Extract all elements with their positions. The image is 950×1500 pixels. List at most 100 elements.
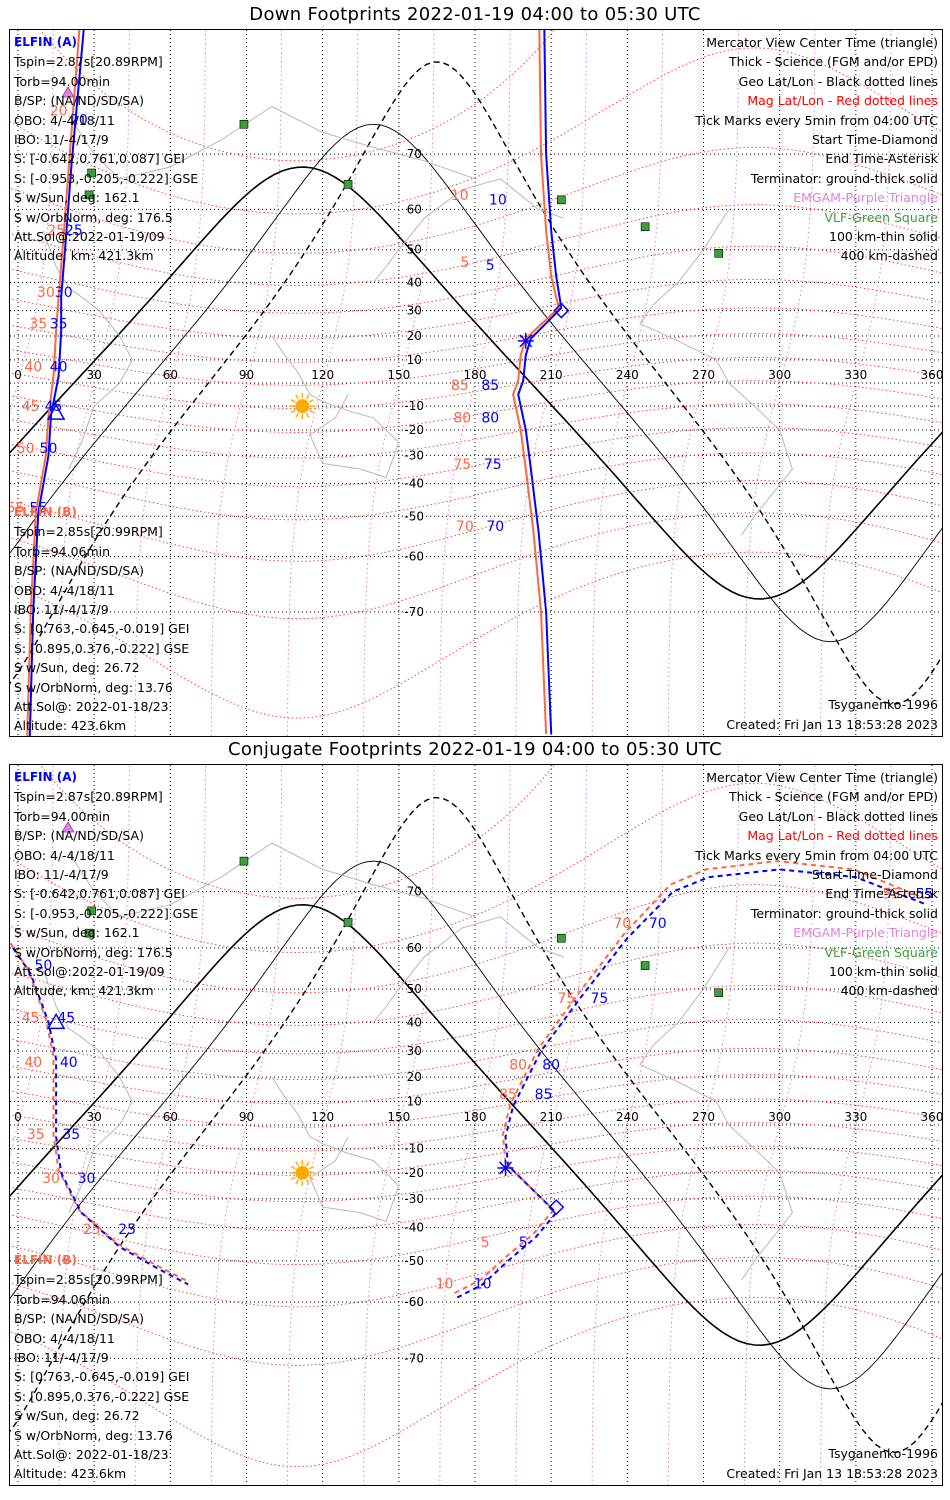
geo-grid [10,765,942,1485]
legend-item: Start Time-Diamond [811,132,938,148]
elfin-a-line: Att.Sol@:2022-01-19/09 [14,964,165,980]
mag-parallel [10,512,942,620]
lon-tick-label: 90 [239,368,254,382]
legend-item: Mercator View Center Time (triangle) [706,770,938,785]
elfin-a-line: S w/Sun, deg: 162.1 [14,925,140,941]
elfin-a-tick-label: 50 [34,958,52,974]
elfin-a-tick-label: 5 [519,1235,528,1251]
elfin-a-line: B/SP: (NA/ND/SD/SA) [14,828,144,844]
sun-ray [305,412,310,418]
elfin-b-line: Tspin=2.85s[20.99RPM] [14,524,163,540]
lon-tick-label: 330 [844,1110,867,1124]
elfin-a-name: ELFIN (A) [14,35,77,49]
sun-ray [295,394,299,400]
lat-tick-label: 50 [407,243,422,257]
sun-icon [295,399,310,414]
elfin-a-line: IBO: 11/-4/17/9 [14,132,109,148]
mag-grid [10,765,942,1485]
elfin-b-line: S w/OrbNorm, deg: 13.76 [14,679,173,695]
lon-tick-label: 30 [87,1110,102,1124]
elfin-b-info: ELFIN (B) Tspin=2.85s[20.99RPM] Torb=94.… [14,503,189,736]
lon-tick-label: 150 [387,368,410,382]
legend-item: Mercator View Center Time (triangle) [706,35,938,50]
legend-item: VLF-Green Square [824,209,938,225]
lat-tick-label: 40 [407,1015,422,1029]
mag-meridian [744,30,816,736]
elfin-b-tick-label: 5 [481,1235,490,1251]
lon-tick-label: 90 [239,1110,254,1124]
map-svg: 0 30 60 90 120 150 180 210 240 270 300 330 360 70 60 50… [10,765,942,1485]
mag-parallel [10,1145,942,1203]
lat-tick-label: -10 [404,399,424,413]
elfin-b-line: Tspin=2.85s[20.99RPM] [14,1272,163,1288]
elfin-b-line: IBO: 11/-4/17/9 [14,1350,109,1366]
elfin-a-line: Tspin=2.87s[20.89RPM] [14,54,163,70]
model-label: Tsyganenko-1996 [828,1446,938,1461]
elfin-a-line: Altitude, km: 421.3km [14,248,154,264]
conjugate-footprints-title: Conjugate Footprints 2022-01-19 04:00 to… [228,739,722,760]
elfin-b-tick-label: 75 [453,457,471,473]
mag-parallel [10,1018,942,1081]
lon-tick-label: 210 [540,368,563,382]
end-asterisk [498,1161,512,1175]
elfin-b-track [26,30,81,736]
elfin-a-tick-label: 30 [55,285,73,301]
elfin-a-line: OBO: 4/-4/18/11 [14,847,115,863]
lat-tick-label: -30 [404,1192,424,1206]
mag-meridian [363,30,435,736]
coastline [639,209,793,536]
lon-tick-label: 150 [387,1110,410,1124]
elfin-b-line: IBO: 11/-4/17/9 [14,602,109,618]
elfin-a-track [456,868,928,1299]
elfin-b-tick-label: 50 [17,441,35,457]
mag-parallel [10,1297,942,1468]
elfin-a-line: Torb=94.00min [14,73,111,89]
elfin-b-line: Att.Sol@: 2022-01-18/23 [14,1447,169,1463]
elfin-b-tick-label: 25 [47,223,65,239]
mag-meridian [591,30,663,736]
elfin-b-tick-label: 55 [882,886,900,902]
legend-item: Terminator: ground-thick solid [750,905,938,921]
elfin-b-tick-label: 35 [29,317,47,333]
vlf-station-square [557,195,566,205]
elfin-b-tick-label: 10 [451,188,469,204]
elfin-b-tick-label: 25 [83,1222,101,1238]
legend-item: Tick Marks every 5min from 04:00 UTC [695,847,938,863]
elfin-a-name: ELFIN (A) [14,770,77,784]
legend-item: EMGAM-Purple Triangle [793,925,938,941]
elfin-a-tick-label: 35 [50,317,68,333]
elfin-a-tick-label: 75 [590,991,608,1007]
sun-ray [290,399,296,403]
vlf-station-square [239,119,249,129]
elfin-a-line: S: [-0.953,-0.205,-0.222] GSE [14,905,199,921]
lon-tick-label: 330 [844,368,867,382]
center-triangle [46,1012,66,1030]
lon-tick-label: 240 [616,1110,639,1124]
mag-parallel [10,403,942,459]
elfin-a-line: Torb=94.00min [14,808,111,824]
lon-tick-label: 240 [616,368,639,382]
legend-item: Terminator: ground-thick solid [750,170,938,186]
created-label: Created: Fri Jan 13 18:53:28 2023 [726,1466,938,1481]
elfin-a-tick-label: 10 [474,1277,492,1293]
start-diamond [553,302,570,319]
mag-parallel [10,427,942,488]
mag-parallel [10,245,942,314]
lat-tick-label: -60 [404,550,424,564]
sun-ray [305,1179,310,1185]
elfin-b-tick-label: 80 [509,1058,527,1074]
elfin-b-name: ELFIN (B) [14,1253,77,1267]
elfin-a-tick-label: 25 [118,1222,136,1238]
mag-meridian [58,30,130,736]
lat-tick-label: -70 [404,605,424,619]
mag-parallel [10,480,942,562]
lon-tick-label: 120 [311,1110,334,1124]
lon-tick-label: 0 [14,368,22,382]
lat-tick-label: 30 [407,1044,422,1058]
elfin-a-tick-label: 45 [57,1010,75,1026]
elfin-b-tick-label: 5 [460,255,469,271]
legend-item: 400 km-dashed [840,983,938,999]
mag-parallel [10,984,942,1055]
elfin-a-tick-label: 40 [60,1055,78,1071]
elfin-b-line: S: [0.763,-0.645,-0.019] GEI [14,621,190,637]
